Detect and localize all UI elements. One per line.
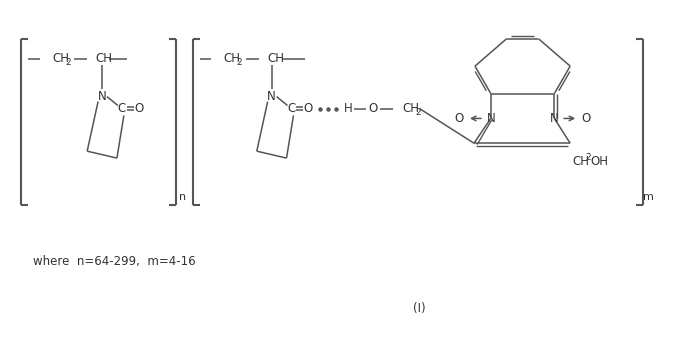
Text: CH: CH bbox=[572, 155, 589, 167]
Text: m: m bbox=[643, 192, 654, 202]
Text: 2: 2 bbox=[415, 108, 421, 117]
Text: 2: 2 bbox=[236, 58, 242, 67]
Text: CH: CH bbox=[223, 53, 240, 65]
Text: OH: OH bbox=[590, 155, 608, 167]
Text: O: O bbox=[303, 102, 313, 115]
Text: C: C bbox=[117, 102, 126, 115]
Text: CH: CH bbox=[52, 53, 69, 65]
Text: CH: CH bbox=[268, 53, 284, 65]
Text: O: O bbox=[454, 112, 463, 125]
Text: H: H bbox=[344, 102, 352, 115]
Text: O: O bbox=[582, 112, 591, 125]
Text: O: O bbox=[134, 102, 143, 115]
Text: N: N bbox=[267, 90, 276, 103]
Text: C: C bbox=[287, 102, 296, 115]
Text: N: N bbox=[98, 90, 106, 103]
Text: CH: CH bbox=[403, 102, 419, 115]
Text: N: N bbox=[487, 112, 495, 125]
Text: N: N bbox=[550, 112, 559, 125]
Text: n: n bbox=[179, 192, 186, 202]
Text: O: O bbox=[368, 102, 377, 115]
Text: where  n=64-299,  m=4-16: where n=64-299, m=4-16 bbox=[33, 255, 195, 268]
Text: 2: 2 bbox=[65, 58, 71, 67]
Text: 2: 2 bbox=[585, 153, 591, 162]
Text: (I): (I) bbox=[413, 302, 426, 315]
Text: CH: CH bbox=[95, 53, 112, 65]
